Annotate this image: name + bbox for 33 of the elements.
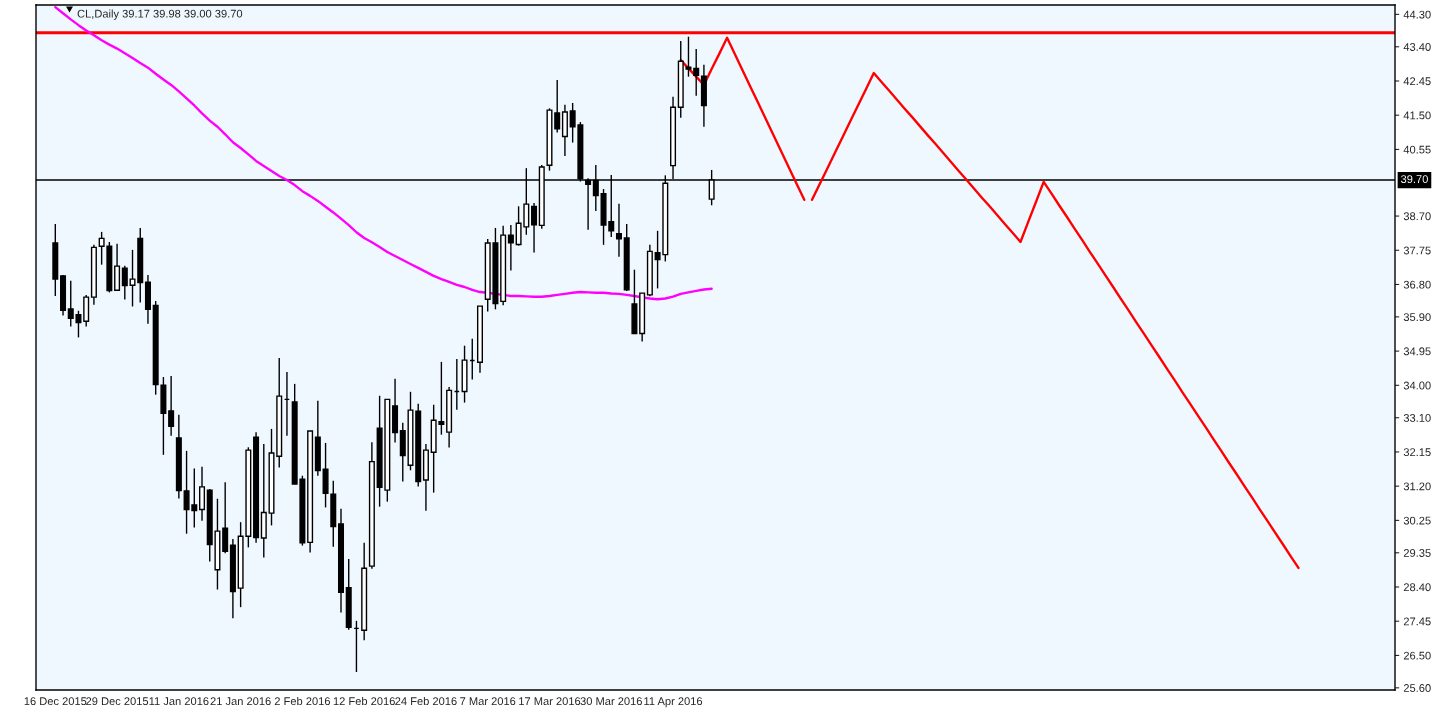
- y-tick-label: 31.20: [1403, 482, 1431, 491]
- y-tick-label: 41.50: [1403, 111, 1431, 120]
- y-tick-label: 28.40: [1403, 583, 1431, 592]
- y-tick-label: 27.45: [1403, 617, 1431, 626]
- y-tick-label: 30.25: [1403, 516, 1431, 525]
- x-tick-label: 11 Apr 2016: [644, 697, 703, 708]
- x-tick-label: 2 Feb 2016: [274, 696, 331, 706]
- y-tick-label: 35.90: [1403, 313, 1431, 322]
- y-tick-label: 25.60: [1403, 684, 1431, 692]
- y-tick-label: 43.40: [1403, 43, 1431, 51]
- x-tick-label: 24 Feb 2016: [395, 696, 457, 706]
- y-tick-label: 37.75: [1403, 246, 1431, 255]
- x-tick-label: 12 Feb 2016: [333, 696, 395, 706]
- x-tick-label: 29 Dec 2015: [86, 697, 149, 706]
- x-tick-label: 7 Mar 2016: [460, 697, 516, 706]
- x-tick-label: 21 Jan 2016: [210, 697, 271, 706]
- chart-title: CL,Daily 39.17 39.98 39.00 39.70: [77, 9, 243, 20]
- ref-line-label: 39.70: [1400, 175, 1428, 184]
- y-tick-label: 36.80: [1403, 280, 1431, 289]
- y-tick-label: 34.00: [1403, 381, 1431, 390]
- y-tick-label: 42.45: [1403, 77, 1431, 86]
- y-tick-label: 32.15: [1403, 448, 1431, 457]
- y-tick-label: 38.70: [1403, 212, 1431, 221]
- y-tick-label: 34.95: [1403, 347, 1431, 356]
- x-tick-label: 17 Mar 2016: [519, 697, 581, 706]
- y-tick-label: 33.10: [1403, 414, 1431, 422]
- x-tick-label: 30 Mar 2016: [580, 697, 642, 706]
- y-tick-label: 26.50: [1403, 651, 1431, 660]
- y-tick-label: 44.30: [1403, 10, 1431, 19]
- y-tick-label: 29.35: [1403, 549, 1431, 557]
- y-tick-label: 40.55: [1403, 145, 1431, 154]
- x-tick-label: 16 Dec 2015: [24, 697, 87, 706]
- x-tick-label: 11 Jan 2016: [149, 697, 209, 706]
